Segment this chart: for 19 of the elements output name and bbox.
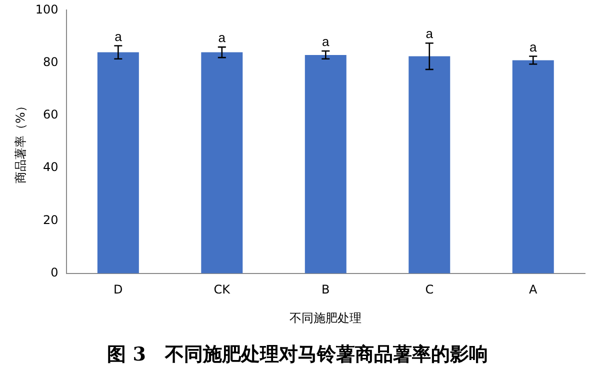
x-tick-label: CK xyxy=(214,282,232,297)
annotation: a xyxy=(426,26,434,42)
x-tick-label: A xyxy=(529,282,538,297)
y-tick-label: 100 xyxy=(35,2,58,16)
annotation: a xyxy=(114,28,123,44)
y-axis-title: 商品薯率（%） xyxy=(13,100,28,184)
x-tick-label: C xyxy=(425,282,434,297)
y-tick-label: 20 xyxy=(43,212,58,227)
text: 图 3 不同施肥处理对马铃薯商品薯率的影响 xyxy=(107,344,488,366)
annotation: a xyxy=(218,30,226,46)
annotation: a xyxy=(530,39,538,54)
y-tick-label: 80 xyxy=(43,54,58,69)
y-tick-label: 60 xyxy=(43,108,58,122)
x-axis-title: 不同施肥处理 xyxy=(290,311,362,326)
annotation: a xyxy=(322,34,330,50)
x-tick-label: B xyxy=(322,282,330,297)
x-tick-label: D xyxy=(114,282,123,297)
y-tick-label: 0 xyxy=(50,266,58,280)
y-tick-label: 40 xyxy=(43,160,58,174)
